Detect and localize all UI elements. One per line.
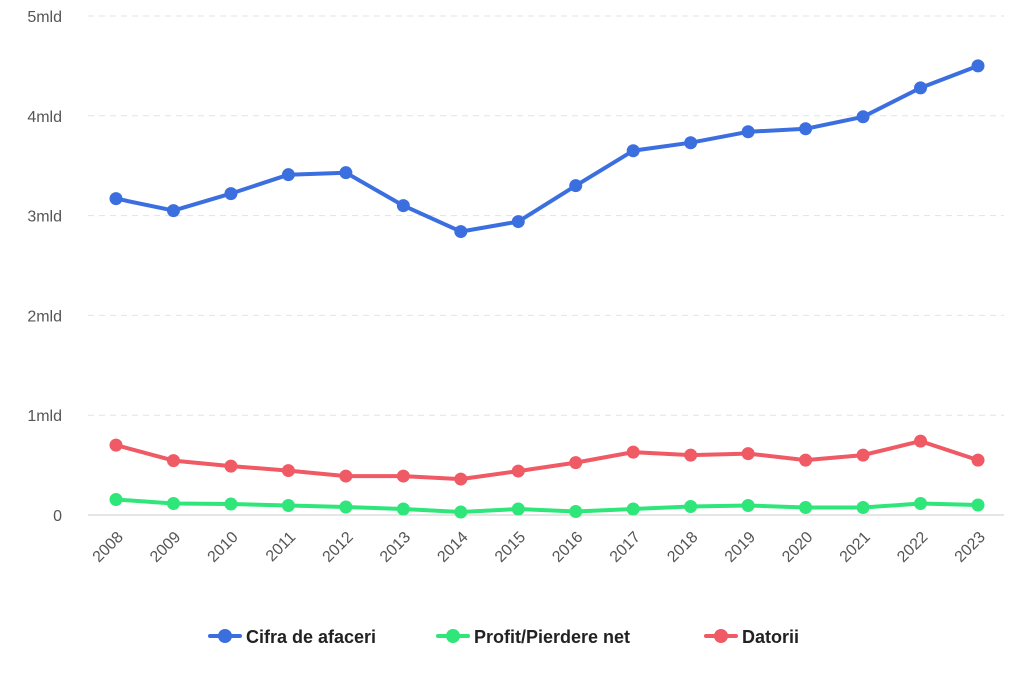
data-point[interactable] <box>741 125 755 139</box>
data-point[interactable] <box>339 469 353 483</box>
data-point[interactable] <box>914 434 928 448</box>
data-point[interactable] <box>224 459 238 473</box>
data-point[interactable] <box>971 453 985 467</box>
data-point[interactable] <box>914 81 928 95</box>
data-point[interactable] <box>396 199 410 213</box>
x-tick-label: 2016 <box>549 529 586 566</box>
data-point[interactable] <box>626 445 640 459</box>
data-point[interactable] <box>166 454 180 468</box>
data-point[interactable] <box>971 59 985 73</box>
data-point[interactable] <box>569 456 583 470</box>
series-line <box>114 63 980 234</box>
x-tick-label: 2021 <box>837 529 874 566</box>
series-1 <box>109 59 985 239</box>
legend-dot-marker <box>446 629 460 643</box>
x-tick-label: 2009 <box>147 529 184 566</box>
x-tick-label: 2015 <box>492 529 529 566</box>
x-tick-label: 2017 <box>607 529 644 566</box>
data-point[interactable] <box>856 501 870 515</box>
gridlines <box>88 15 1004 516</box>
series-2 <box>109 493 985 519</box>
data-point[interactable] <box>281 464 295 478</box>
data-point[interactable] <box>684 136 698 150</box>
data-point[interactable] <box>166 497 180 511</box>
data-point[interactable] <box>799 501 813 515</box>
data-point[interactable] <box>109 438 123 452</box>
data-point[interactable] <box>511 215 525 229</box>
x-tick-label: 2013 <box>377 529 414 566</box>
data-point[interactable] <box>741 499 755 513</box>
x-tick-label: 2008 <box>90 529 127 566</box>
data-point[interactable] <box>224 497 238 511</box>
y-tick-label: 3mld <box>27 209 62 226</box>
legend-dot-marker <box>714 629 728 643</box>
y-tick-label: 5mld <box>27 9 62 26</box>
y-tick-label: 2mld <box>27 308 62 325</box>
x-tick-label: 2019 <box>722 529 759 566</box>
data-point[interactable] <box>511 464 525 478</box>
data-point[interactable] <box>569 505 583 519</box>
legend-label: Profit/Pierdere net <box>474 627 630 647</box>
x-tick-label: 2022 <box>894 529 931 566</box>
x-tick-label: 2018 <box>664 529 701 566</box>
x-tick-label: 2010 <box>205 529 242 566</box>
x-axis-ticks: 2008 2009 2010 2011 2012 2013 2014 2015 2016 2017… <box>90 529 989 566</box>
y-tick-label: 1mld <box>27 408 62 425</box>
x-tick-label: 2011 <box>263 529 299 565</box>
data-point[interactable] <box>454 505 468 519</box>
data-point[interactable] <box>626 502 640 516</box>
legend-item[interactable]: Profit/Pierdere net <box>436 627 630 647</box>
data-point[interactable] <box>396 469 410 483</box>
data-point[interactable] <box>166 204 180 218</box>
data-point[interactable] <box>224 187 238 201</box>
data-point[interactable] <box>339 500 353 514</box>
data-point[interactable] <box>914 497 928 511</box>
data-point[interactable] <box>339 166 353 180</box>
data-point[interactable] <box>856 448 870 462</box>
legend-item[interactable]: Cifra de afaceri <box>208 627 376 647</box>
data-point[interactable] <box>454 225 468 239</box>
x-tick-label: 2023 <box>952 529 989 566</box>
x-tick-label: 2020 <box>779 529 816 566</box>
data-point[interactable] <box>109 493 123 507</box>
x-tick-label: 2012 <box>320 529 357 566</box>
data-point[interactable] <box>799 453 813 467</box>
data-point[interactable] <box>971 498 985 512</box>
data-point[interactable] <box>281 168 295 182</box>
data-point[interactable] <box>454 472 468 486</box>
data-point[interactable] <box>684 448 698 462</box>
series-lines <box>109 59 985 519</box>
y-tick-label: 0 <box>53 508 62 525</box>
series-line <box>114 497 980 514</box>
legend-item[interactable]: Datorii <box>704 627 799 647</box>
data-point[interactable] <box>569 179 583 193</box>
data-point[interactable] <box>109 192 123 206</box>
series-line <box>114 439 980 482</box>
legend-dot-marker <box>218 629 232 643</box>
y-tick-label: 4mld <box>27 109 62 126</box>
data-point[interactable] <box>396 502 410 516</box>
data-point[interactable] <box>511 502 525 516</box>
x-tick-label: 2014 <box>434 529 471 566</box>
series-3 <box>109 434 985 486</box>
data-point[interactable] <box>626 144 640 158</box>
data-point[interactable] <box>799 122 813 136</box>
y-axis-ticks: 0 1mld 2mld 3mld 4mld 5mld <box>27 9 62 525</box>
data-point[interactable] <box>281 499 295 513</box>
data-point[interactable] <box>684 500 698 514</box>
data-point[interactable] <box>741 447 755 461</box>
data-point[interactable] <box>856 110 870 124</box>
legend-label: Datorii <box>742 627 799 647</box>
legend-label: Cifra de afaceri <box>246 627 376 647</box>
legend: Cifra de afaceri Profit/Pierdere net Dator… <box>208 627 799 647</box>
